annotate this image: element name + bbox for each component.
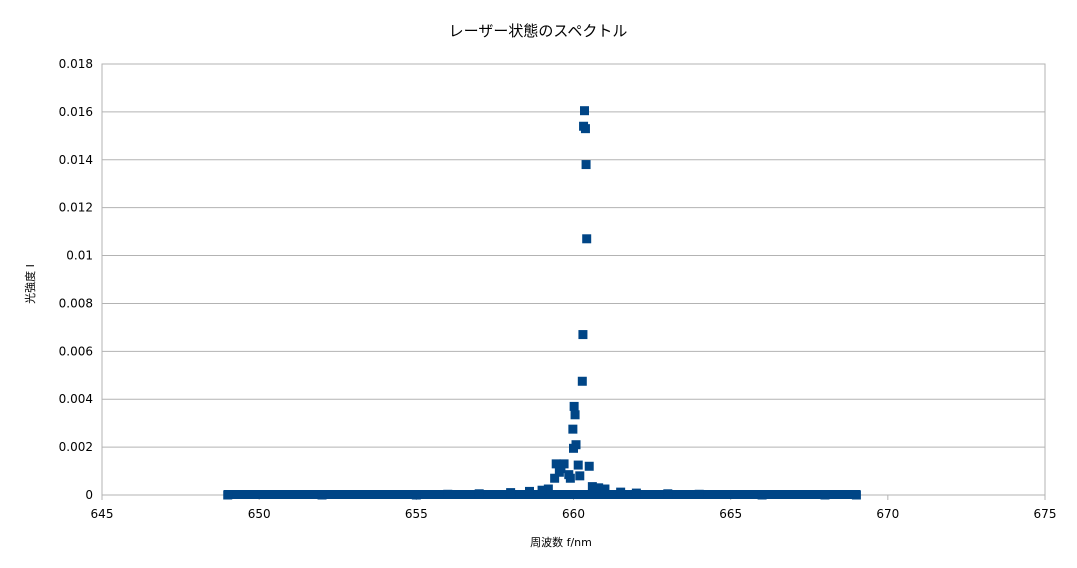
gridlines bbox=[101, 63, 1046, 500]
data-point bbox=[474, 489, 484, 499]
y-tick-label: 0 bbox=[85, 488, 93, 502]
y-tick-label: 0.002 bbox=[59, 440, 93, 454]
data-point bbox=[569, 443, 578, 453]
data-point bbox=[820, 490, 830, 500]
data-point bbox=[616, 487, 626, 497]
x-tick-label: 675 bbox=[1034, 507, 1057, 521]
data-point bbox=[317, 490, 327, 500]
x-tick-label: 665 bbox=[719, 507, 742, 521]
x-tick-label: 650 bbox=[248, 507, 271, 521]
x-axis-label: 周波数 f/nm bbox=[530, 536, 592, 549]
data-point bbox=[223, 490, 233, 500]
chart-title: レーザー状態のスペクトル bbox=[449, 22, 628, 40]
data-points bbox=[223, 106, 861, 500]
data-point bbox=[573, 460, 583, 470]
y-tick-label: 0.014 bbox=[59, 153, 93, 167]
data-point bbox=[757, 490, 767, 500]
data-point bbox=[411, 490, 421, 500]
x-tick-label: 645 bbox=[91, 507, 114, 521]
y-tick-label: 0.01 bbox=[66, 249, 93, 263]
data-point bbox=[580, 124, 590, 134]
x-tick-label: 670 bbox=[876, 507, 899, 521]
data-point bbox=[851, 490, 861, 500]
data-point bbox=[551, 459, 561, 469]
data-point bbox=[578, 330, 588, 340]
tick-labels: 0 0.002 0.004 0.006 0.008 0.01 0.012 0.014 0.016… bbox=[59, 57, 1057, 521]
data-point bbox=[550, 473, 560, 483]
data-point bbox=[577, 376, 587, 386]
data-point bbox=[580, 106, 590, 116]
data-point bbox=[694, 489, 704, 499]
data-point bbox=[581, 160, 591, 170]
data-point bbox=[582, 234, 592, 244]
data-point bbox=[569, 401, 579, 411]
data-point bbox=[587, 482, 597, 492]
data-point bbox=[543, 484, 553, 494]
data-point bbox=[631, 488, 641, 498]
y-axis-label: 光強度 I bbox=[23, 264, 37, 304]
data-point bbox=[584, 461, 594, 471]
data-point bbox=[600, 484, 610, 494]
data-point bbox=[568, 424, 578, 434]
data-point bbox=[537, 485, 547, 495]
y-tick-label: 0.012 bbox=[59, 201, 93, 215]
data-point bbox=[554, 467, 564, 477]
data-point bbox=[506, 488, 516, 498]
y-tick-label: 0.016 bbox=[59, 105, 93, 119]
data-point bbox=[594, 483, 604, 493]
data-point bbox=[663, 489, 673, 499]
x-tick-label: 655 bbox=[405, 507, 428, 521]
data-point bbox=[524, 486, 534, 496]
y-tick-label: 0.004 bbox=[59, 392, 93, 406]
data-point bbox=[575, 471, 585, 481]
x-tick-label: 660 bbox=[562, 507, 585, 521]
data-point bbox=[570, 410, 580, 420]
data-point bbox=[559, 459, 569, 469]
y-tick-label: 0.006 bbox=[59, 344, 93, 358]
data-point bbox=[443, 489, 453, 499]
y-tick-label: 0.008 bbox=[59, 296, 93, 310]
data-point bbox=[565, 473, 575, 483]
y-tick-label: 0.018 bbox=[59, 57, 93, 71]
